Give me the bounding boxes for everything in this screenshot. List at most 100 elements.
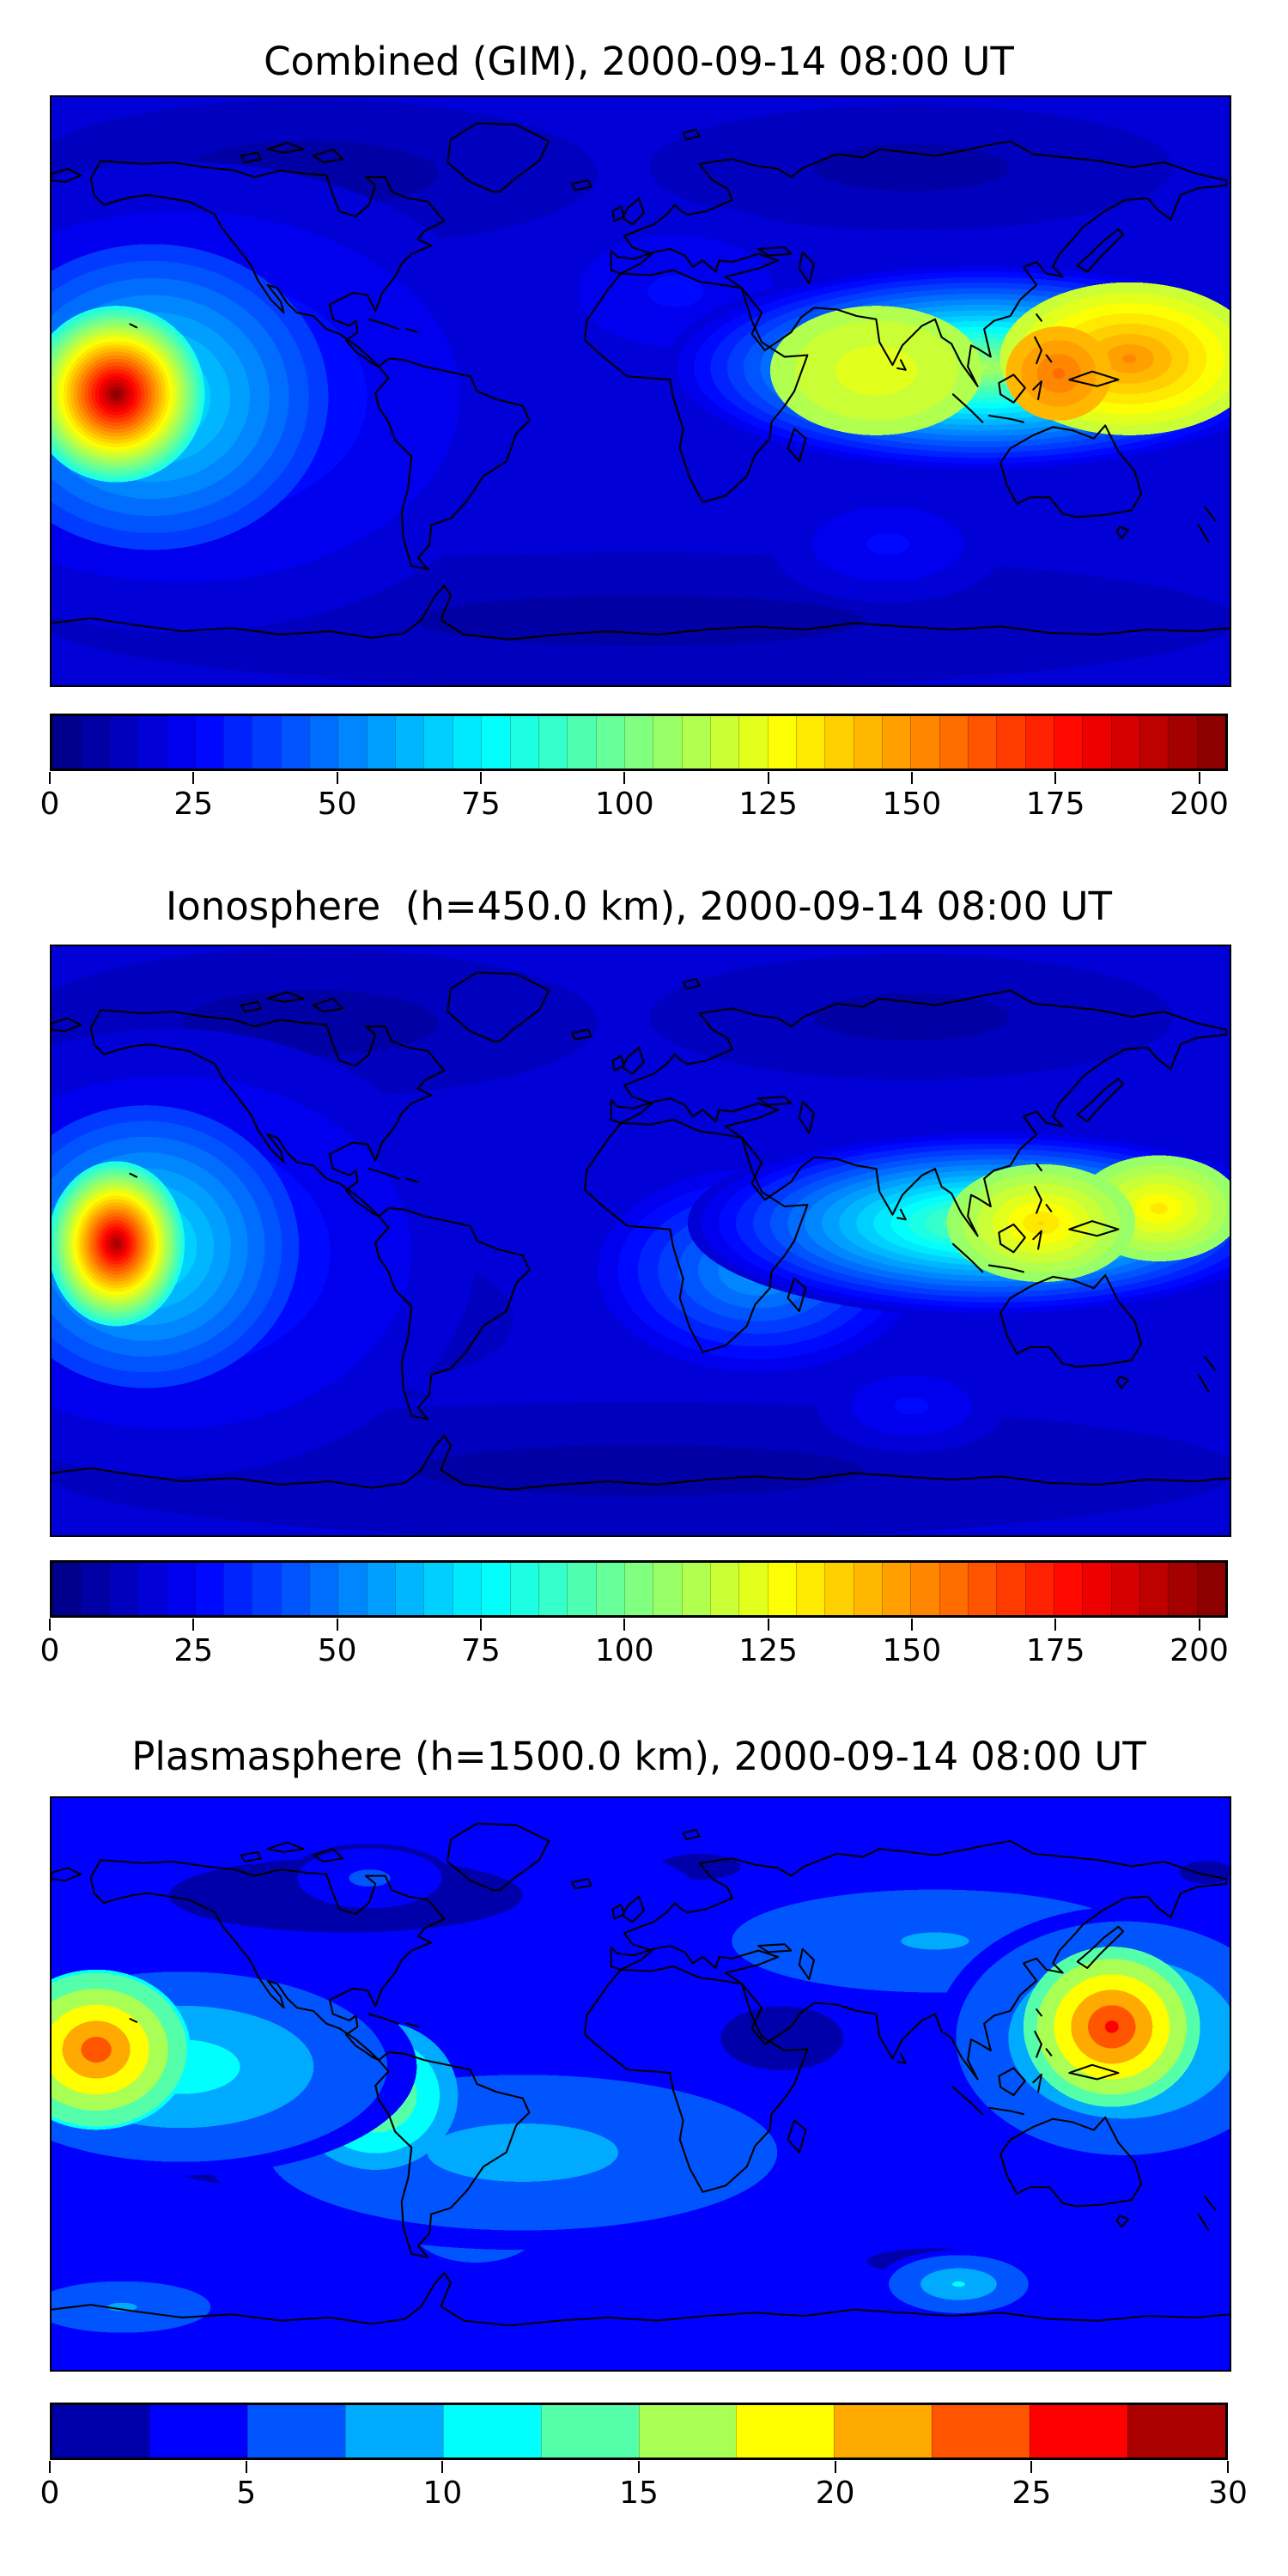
- colorbar-segment: [423, 1563, 453, 1615]
- colorbar-segment: [1196, 716, 1225, 769]
- colorbar-segment: [309, 716, 338, 769]
- colorbar-segment: [366, 716, 396, 769]
- colorbar-tick-mark: [49, 772, 51, 784]
- colorbar-segment: [709, 1563, 739, 1615]
- colorbar-tick-label: 25: [173, 1633, 214, 1668]
- colorbar-segment: [1082, 716, 1111, 769]
- colorbar-tick-label: 100: [594, 1633, 654, 1668]
- colorbar-segment: [795, 1563, 825, 1615]
- colorbar-segment: [1030, 2405, 1128, 2458]
- colorbar-segment: [52, 2405, 149, 2458]
- colorbar-tick-label: 25: [1012, 2476, 1052, 2511]
- colorbar-segment: [1024, 716, 1054, 769]
- colorbar-segment: [853, 1563, 882, 1615]
- colorbar-tick-mark: [441, 2461, 444, 2473]
- colorbar-segment: [623, 716, 653, 769]
- colorbar-ticks-ionosphere: 0 25 50 75 100 125 150 175 200: [40, 1619, 1229, 1680]
- colorbar-segment: [1054, 716, 1083, 769]
- colorbar-segment: [795, 716, 825, 769]
- colorbar-tick-mark: [623, 772, 626, 784]
- colorbar-segment: [736, 2405, 835, 2458]
- colorbar-tick-mark: [623, 1619, 626, 1631]
- colorbar-tick-mark: [49, 1619, 51, 1631]
- panel-title-plasmasphere: Plasmasphere (h=1500.0 km), 2000-09-14 0…: [131, 1734, 1146, 1779]
- colorbar-segment: [1054, 1563, 1083, 1615]
- colorbar-segment: [344, 2405, 443, 2458]
- colorbar-tick-mark: [910, 772, 913, 784]
- map-panel-ionosphere: [50, 945, 1231, 1537]
- colorbar-segment: [423, 716, 453, 769]
- colorbar-segment: [996, 1563, 1025, 1615]
- colorbar-segment: [968, 1563, 997, 1615]
- colorbar-segment: [709, 716, 739, 769]
- colorbar-segment: [252, 1563, 281, 1615]
- colorbar-segment: [1024, 1563, 1054, 1615]
- colorbar-segment: [881, 716, 911, 769]
- colorbar-segment: [853, 716, 882, 769]
- colorbar-tick-label: 100: [594, 787, 654, 822]
- colorbar-tick-mark: [192, 772, 195, 784]
- colorbar-tick-label: 175: [1025, 1633, 1085, 1668]
- colorbar-segment: [824, 716, 854, 769]
- colorbar-segment: [1168, 716, 1197, 769]
- colorbar-tick-label: 5: [236, 2476, 257, 2511]
- colorbar-ticks-plasmasphere: 0 5 10 15 20 25 30: [40, 2461, 1248, 2523]
- map-panel-combined: [50, 95, 1231, 687]
- colorbar-segment: [452, 716, 482, 769]
- colorbar-segment: [638, 2405, 737, 2458]
- colorbar-segment: [910, 716, 939, 769]
- colorbar-tick-label: 125: [738, 787, 798, 822]
- world-coastlines-icon: [52, 1822, 1230, 2327]
- colorbar-segment: [80, 716, 109, 769]
- colorbar-tick-mark: [479, 772, 482, 784]
- contour-fill-ionosphere: [52, 946, 1230, 1535]
- colorbar-segment: [395, 1563, 424, 1615]
- colorbar-segment: [309, 1563, 338, 1615]
- colorbar-tick-mark: [1030, 2461, 1033, 2473]
- colorbar-segment: [452, 1563, 482, 1615]
- colorbar-segment: [1139, 1563, 1169, 1615]
- contour-fill-combined: [52, 97, 1230, 685]
- colorbar-segment: [1196, 1563, 1225, 1615]
- colorbar-segment: [595, 716, 624, 769]
- panel-title-combined: Combined (GIM), 2000-09-14 08:00 UT: [264, 39, 1014, 84]
- colorbar-tick-mark: [1054, 772, 1057, 784]
- colorbar-segment: [681, 1563, 710, 1615]
- colorbar-segment: [108, 716, 138, 769]
- world-coastlines-icon: [52, 971, 1230, 1491]
- colorbar-segment: [881, 1563, 911, 1615]
- colorbar-segment: [567, 1563, 596, 1615]
- colorbar-tick-label: 0: [39, 787, 60, 822]
- colorbar-tick-label: 200: [1170, 1633, 1229, 1668]
- colorbar-tick-label: 15: [619, 2476, 659, 2511]
- colorbar-segment: [194, 716, 224, 769]
- colorbar-segment: [968, 716, 997, 769]
- colorbar-segment: [538, 716, 568, 769]
- colorbar-segment: [509, 716, 538, 769]
- colorbar-segment: [280, 716, 310, 769]
- colorbar-segment: [1168, 1563, 1197, 1615]
- colorbar-tick-mark: [767, 1619, 769, 1631]
- colorbar-tick-mark: [834, 2461, 836, 2473]
- colorbar-segment: [932, 2405, 1030, 2458]
- colorbar-tick-mark: [245, 2461, 247, 2473]
- colorbar-segment: [366, 1563, 396, 1615]
- colorbar-tick-label: 0: [39, 1633, 60, 1668]
- colorbar-ticks-combined: 0 25 50 75 100 125 150 175 200: [40, 772, 1229, 834]
- colorbar-tick-mark: [192, 1619, 195, 1631]
- colorbar-segment: [1110, 1563, 1140, 1615]
- colorbar-segment: [738, 1563, 768, 1615]
- colorbar-segment: [1082, 1563, 1111, 1615]
- colorbar-segment: [223, 1563, 252, 1615]
- colorbar-tick-mark: [767, 772, 769, 784]
- colorbar-segment: [939, 716, 968, 769]
- colorbar-segment: [223, 716, 252, 769]
- colorbar-segment: [80, 1563, 109, 1615]
- colorbar-tick-mark: [336, 772, 338, 784]
- colorbar-tick-mark: [638, 2461, 640, 2473]
- colorbar-tick-mark: [336, 1619, 338, 1631]
- colorbar-segment: [481, 716, 510, 769]
- colorbar-segment: [834, 2405, 933, 2458]
- world-coastlines-icon: [52, 122, 1230, 641]
